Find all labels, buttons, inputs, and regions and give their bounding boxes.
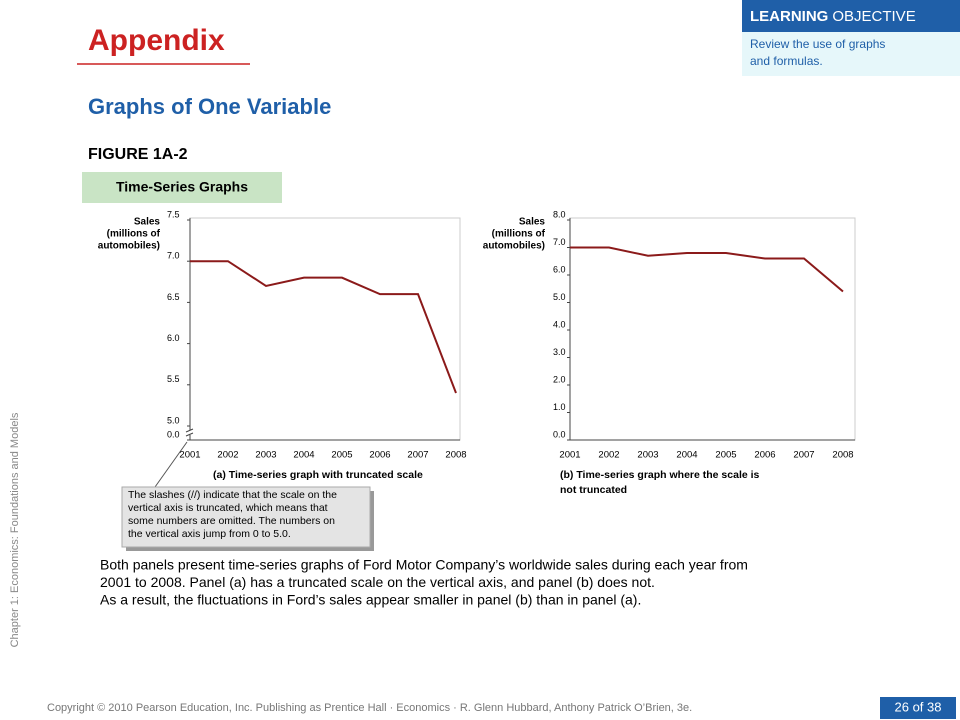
y-tick-label: 5.5 [167, 374, 180, 384]
chart-caption: (b) Time-series graph where the scale is [560, 469, 760, 481]
callout-line: the vertical axis jump from 0 to 5.0. [128, 528, 291, 540]
page-number: 26 of 38 [895, 699, 942, 714]
callout: The slashes (//) indicate that the scale… [128, 489, 337, 540]
y-tick-label: 7.0 [167, 251, 180, 261]
axis-break [185, 428, 194, 437]
chart-caption: not truncated [560, 484, 627, 496]
y-tick-label: 6.0 [167, 333, 180, 343]
chart-caption: (a) Time-series graph with truncated sca… [213, 469, 423, 481]
y-axis-label: (millions of [107, 229, 161, 240]
objective-bold: LEARNING [750, 8, 828, 25]
page-box [880, 697, 956, 719]
y-axis-label: Sales [519, 217, 546, 228]
data-line [190, 260, 457, 394]
callout-line: vertical axis is truncated, which means … [128, 502, 328, 514]
side-text: Chapter 1: Economics: Foundations and Mo… [9, 412, 21, 647]
x-tick-label: 2007 [407, 450, 428, 461]
objective-rest: OBJECTIVE [832, 8, 915, 25]
callout-leader [154, 441, 188, 488]
chart: 0.0 1.0 2.0 3.0 4.0 5.0 6.0 7.0 8.0 Sales(million… [483, 209, 856, 496]
slide-title: Appendix [88, 24, 225, 57]
y-axis-label: automobiles) [98, 241, 160, 252]
x-tick-label: 2004 [293, 450, 314, 461]
figure-number: FIGURE 1A-2 [88, 146, 188, 163]
body-line: 2001 to 2008. Panel (a) has a truncated … [100, 574, 655, 590]
callout-box [121, 486, 371, 548]
y-tick-label: 4.0 [553, 319, 566, 329]
x-tick-label: 2002 [217, 450, 238, 461]
x-tick-label: 2001 [179, 450, 200, 461]
objective-label: LEARNING OBJECTIVE [750, 8, 916, 25]
objective-box [742, 32, 960, 76]
axis-break-gap [186, 430, 194, 435]
body-line: Both panels present time-series graphs o… [100, 557, 748, 573]
body-text: Both panels present time-series graphs o… [100, 557, 748, 608]
y-axis-label: automobiles) [483, 241, 545, 252]
y-tick-label: 6.0 [553, 264, 566, 274]
y-axis-label: (millions of [492, 229, 546, 240]
chart: 0.0 5.0 5.5 6.0 6.5 7.0 7.5 Sales(millions ofau… [98, 209, 467, 480]
x-tick-label: 2005 [715, 450, 736, 461]
section-title: Graphs of One Variable [88, 94, 331, 119]
y-tick-label: 3.0 [553, 347, 566, 357]
x-tick-label: 2008 [445, 450, 466, 461]
objective-header [742, 0, 960, 32]
data-line [570, 246, 844, 293]
x-tick-label: 2003 [255, 450, 276, 461]
figure-title-box [82, 172, 282, 203]
y-tick-label: 5.0 [167, 415, 180, 425]
y-tick-label: 0.0 [553, 429, 566, 439]
x-tick-label: 2005 [331, 450, 352, 461]
objective-text: and formulas. [750, 54, 823, 68]
y-tick-label: 8.0 [553, 209, 566, 219]
body-line: As a result, the fluctuations in Ford’s … [100, 592, 641, 608]
figure-title: Time-Series Graphs [116, 179, 248, 195]
y-tick-label: 6.5 [167, 292, 180, 302]
y-axis-label: Sales [134, 217, 161, 228]
y-tick-label: 7.5 [167, 209, 180, 219]
x-tick-label: 2003 [637, 450, 658, 461]
y-tick-label: 7.0 [553, 237, 566, 247]
callout-line: The slashes (//) indicate that the scale… [128, 489, 337, 501]
y-tick-label: 5.0 [553, 292, 566, 302]
footer: Copyright © 2010 Pearson Education, Inc.… [47, 702, 692, 714]
x-tick-label: 2001 [559, 450, 580, 461]
x-tick-label: 2006 [754, 450, 775, 461]
x-tick-label: 2002 [598, 450, 619, 461]
x-tick-label: 2006 [369, 450, 390, 461]
y-tick-label: 2.0 [553, 374, 566, 384]
callout-line: some numbers are omitted. The numbers on [128, 515, 335, 527]
y-tick-label: 1.0 [553, 402, 566, 412]
x-tick-label: 2007 [793, 450, 814, 461]
y-tick-label: 0.0 [167, 429, 180, 439]
objective-text: Review the use of graphs [750, 37, 885, 51]
x-tick-label: 2008 [832, 450, 853, 461]
x-tick-label: 2004 [676, 450, 697, 461]
